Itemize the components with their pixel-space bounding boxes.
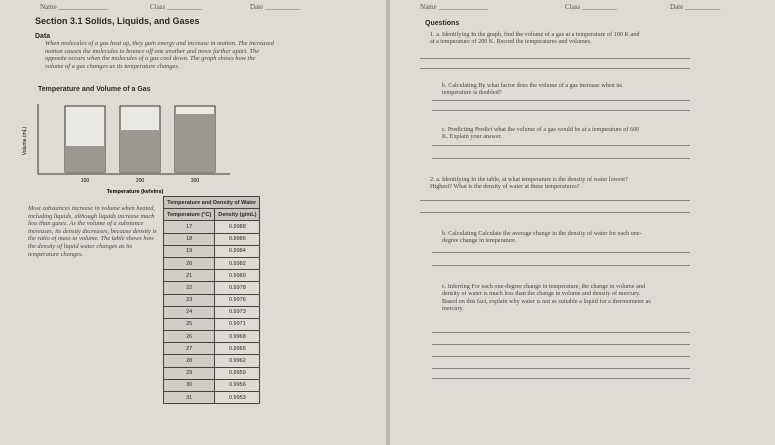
density-cell: 0.9973 bbox=[214, 305, 261, 319]
right-page: Name ______________ Class __________ Dat… bbox=[390, 0, 775, 445]
table-title: Temperature and Density of Water bbox=[162, 195, 261, 210]
table-row: 31 0.9953 bbox=[162, 390, 261, 405]
x-tick-label: 100 bbox=[81, 178, 90, 184]
density-cell: 0.9978 bbox=[214, 281, 261, 295]
temperature-cell: 18 bbox=[162, 232, 216, 246]
temperature-cell: 19 bbox=[162, 244, 216, 258]
x-tick-label: 200 bbox=[136, 178, 145, 184]
temperature-cell: 29 bbox=[162, 366, 216, 380]
density-cell: 0.9962 bbox=[214, 354, 261, 368]
answer-line bbox=[432, 356, 690, 357]
density-cell: 0.9971 bbox=[214, 317, 261, 332]
class-field: Class __________ bbox=[565, 3, 617, 11]
date-field: Date __________ bbox=[670, 3, 720, 11]
table-row: 25 0.9971 bbox=[162, 317, 261, 332]
table-row: 24 0.9973 bbox=[162, 305, 261, 319]
table-wrap: Temperature and Density of Water Tempera… bbox=[162, 195, 261, 405]
column-header: Density (g/mL) bbox=[214, 208, 261, 222]
answer-line bbox=[432, 332, 690, 333]
table-row: 17 0.9988 bbox=[162, 220, 261, 234]
temperature-cell: 27 bbox=[162, 342, 216, 356]
table-row: 23 0.9976 bbox=[162, 293, 261, 307]
answer-line bbox=[420, 68, 690, 69]
graph-title: Temperature and Volume of a Gas bbox=[38, 86, 151, 93]
density-cell: 0.9965 bbox=[214, 342, 261, 356]
gas-graph: Volume (mL) 100 200 300 Temperature (kel… bbox=[22, 104, 230, 195]
table-row: 28 0.9962 bbox=[162, 354, 261, 368]
table-row: 30 0.9956 bbox=[162, 378, 261, 393]
question: c. Inferring For each one-degree change … bbox=[442, 283, 651, 313]
temperature-cell: 30 bbox=[162, 378, 216, 393]
data-heading: Data bbox=[35, 33, 51, 40]
table-row: 21 0.9980 bbox=[162, 269, 261, 283]
question: c. Predicting Predict what the volume of… bbox=[442, 126, 640, 141]
density-cell: 0.9980 bbox=[214, 269, 261, 283]
temperature-cell: 31 bbox=[162, 390, 216, 405]
question: b. Calculating Calculate the average cha… bbox=[442, 230, 642, 245]
column-header: Temperature (°C) bbox=[162, 208, 216, 222]
answer-line bbox=[432, 368, 690, 369]
cylinder bbox=[64, 105, 106, 173]
name-field: Name ______________ bbox=[420, 3, 488, 11]
answer-line bbox=[420, 200, 690, 201]
density-cell: 0.9956 bbox=[214, 378, 261, 393]
density-table: Temperature and Density of Water Tempera… bbox=[162, 195, 261, 405]
answer-line bbox=[432, 100, 690, 101]
density-cell: 0.9959 bbox=[214, 366, 261, 380]
cylinder bbox=[174, 105, 216, 173]
density-cell: 0.9988 bbox=[214, 220, 261, 234]
x-tick-label: 300 bbox=[191, 178, 200, 184]
question: 2. a. Identifying In the table, at what … bbox=[430, 176, 628, 191]
density-cell: 0.9976 bbox=[214, 293, 261, 307]
class-field: Class __________ bbox=[150, 3, 202, 11]
question: 1. a. Identifying In the graph, find the… bbox=[430, 31, 640, 46]
density-cell: 0.9968 bbox=[214, 330, 261, 344]
answer-line bbox=[432, 265, 690, 266]
temperature-cell: 17 bbox=[162, 220, 216, 234]
table-row: 27 0.9965 bbox=[162, 342, 261, 356]
temperature-cell: 26 bbox=[162, 330, 216, 344]
answer-line bbox=[432, 158, 690, 159]
temperature-cell: 21 bbox=[162, 269, 216, 283]
date-field: Date __________ bbox=[250, 3, 300, 11]
x-axis-label: Temperature (kelvins) bbox=[107, 189, 164, 195]
temperature-cell: 24 bbox=[162, 305, 216, 319]
answer-line bbox=[420, 58, 690, 59]
answer-line bbox=[432, 110, 690, 111]
table-row: 20 0.9982 bbox=[162, 256, 261, 271]
temperature-cell: 22 bbox=[162, 281, 216, 295]
answer-line bbox=[432, 378, 690, 379]
question: b. Calculating By what factor does the v… bbox=[442, 82, 623, 97]
section-title: Section 3.1 Solids, Liquids, and Gases bbox=[35, 16, 200, 26]
y-axis-label: Volume (mL) bbox=[22, 126, 28, 155]
answer-line bbox=[432, 252, 690, 253]
temperature-cell: 25 bbox=[162, 317, 216, 332]
intro-paragraph: When molecules of a gas heat up, they ga… bbox=[45, 40, 274, 70]
cylinder bbox=[119, 105, 161, 173]
table-row: 19 0.9984 bbox=[162, 244, 261, 258]
left-page: Name ______________ Class __________ Dat… bbox=[0, 0, 386, 445]
table-row: 18 0.9986 bbox=[162, 232, 261, 246]
answer-line bbox=[420, 212, 690, 213]
table-row: 29 0.9959 bbox=[162, 366, 261, 380]
temperature-cell: 23 bbox=[162, 293, 216, 307]
answer-line bbox=[432, 145, 690, 146]
name-field: Name ______________ bbox=[40, 3, 108, 11]
table-row: 26 0.9968 bbox=[162, 330, 261, 344]
questions-heading: Questions bbox=[425, 20, 460, 27]
table-body: 17 0.9988 18 0.9986 19 0.9984 20 0.9982 21 0.9980… bbox=[162, 220, 261, 405]
density-paragraph: Most substances increase in volume when … bbox=[28, 205, 157, 258]
density-cell: 0.9953 bbox=[214, 390, 261, 405]
temperature-cell: 28 bbox=[162, 354, 216, 368]
density-cell: 0.9982 bbox=[214, 256, 261, 271]
density-cell: 0.9984 bbox=[214, 244, 261, 258]
temperature-cell: 20 bbox=[162, 256, 216, 271]
table-row: 22 0.9978 bbox=[162, 281, 261, 295]
answer-line bbox=[432, 344, 690, 345]
density-cell: 0.9986 bbox=[214, 232, 261, 246]
